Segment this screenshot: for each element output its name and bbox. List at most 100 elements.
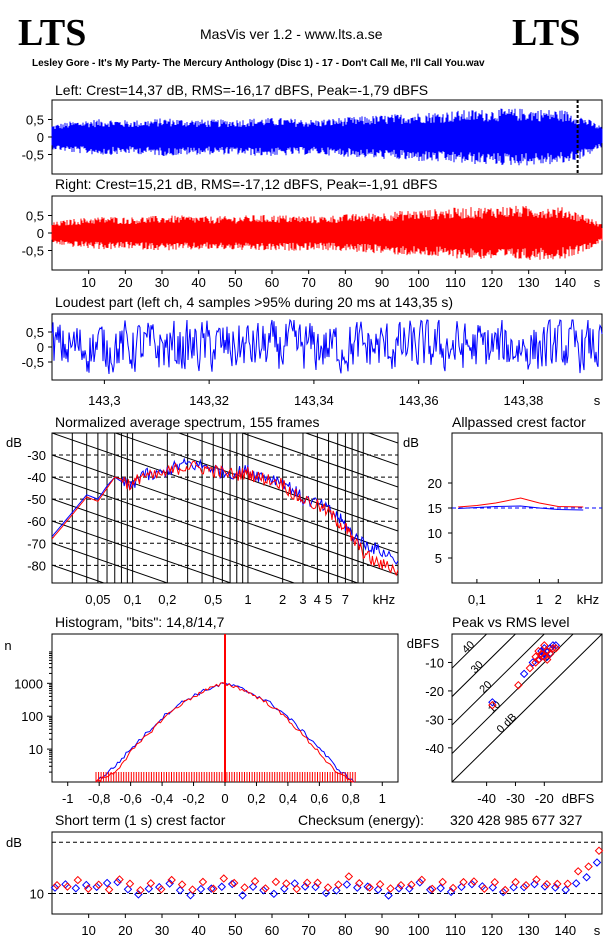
loudest-ytick-label: -0,5 — [22, 355, 44, 370]
short-crest-xtick-label: 80 — [338, 923, 352, 938]
spectrum-ytick-label: -50 — [27, 492, 46, 507]
spectrum-slope-line — [52, 191, 398, 311]
peak-rms-xtick-label: -30 — [506, 791, 525, 806]
time-xunit-label: s — [594, 275, 601, 290]
histogram-base-bars — [95, 772, 356, 782]
short-crest-point-right — [229, 878, 239, 888]
short-crest-point-right — [500, 885, 510, 895]
crest-ylabel: dB — [403, 435, 419, 450]
spectrum-slope-line — [52, 542, 169, 583]
short-crest-point-right — [386, 884, 395, 893]
spectrum-ytick-label: -40 — [27, 470, 46, 485]
right-waveform-ytick-label: -0,5 — [22, 244, 44, 259]
time-xtick-label: 140 — [554, 275, 576, 290]
spectrum-slope-line — [52, 498, 296, 583]
short-crest-ylabel: dB — [6, 835, 22, 850]
short-crest-xtick-label: 30 — [155, 923, 169, 938]
short-crest-point-left — [113, 877, 122, 887]
spectrum-xunit-label: kHz — [373, 592, 395, 607]
spectrum-xtick-label: 3 — [299, 592, 306, 607]
short-crest-xtick-label: 50 — [228, 923, 242, 938]
peak-rms-point-right — [488, 700, 497, 710]
short-crest-point-right — [261, 884, 270, 893]
loudest-ytick-label: 0 — [37, 340, 44, 355]
histogram-ylabel: n — [4, 638, 11, 653]
left-waveform-ytick-label: 0 — [37, 130, 44, 145]
peak-rms-point-right — [537, 649, 546, 659]
peak-rms-ytick-label: -20 — [425, 684, 444, 699]
short-crest-point-left — [457, 882, 466, 892]
time-xtick-label: 70 — [301, 275, 315, 290]
short-crest-point-right — [532, 875, 541, 884]
short-crest-point-right — [480, 884, 489, 893]
time-xtick-label: 60 — [265, 275, 279, 290]
short-crest-point-right — [334, 880, 343, 889]
crest-xtick-label: 1 — [536, 592, 543, 607]
short-crest-point-left — [551, 883, 560, 892]
short-crest-point-left — [561, 885, 570, 895]
histogram-xtick-label: -0,8 — [88, 791, 110, 806]
spectrum-xtick-label: 4 — [314, 592, 321, 607]
short-crest-point-right — [52, 880, 62, 890]
left-waveform-signal — [51, 108, 603, 166]
peak-rms-diagonal — [452, 634, 488, 669]
short-crest-point-left — [582, 873, 591, 882]
file-name: Lesley Gore - It's My Party- The Mercury… — [32, 58, 485, 69]
short-crest-xtick-label: 60 — [265, 923, 279, 938]
loudest-part-signal — [51, 318, 603, 375]
loudest-part-title: Loudest part (left ch, 4 samples >95% du… — [55, 294, 454, 310]
histogram-title: Histogram, "bits": 14,8/14,7 — [55, 614, 225, 630]
spectrum-xtick-label: 0,5 — [204, 592, 222, 607]
short-crest-point-right — [282, 879, 291, 888]
spectrum-slope-line — [52, 15, 398, 135]
short-crest-point-right — [219, 874, 229, 883]
crest-xtick-label: 0,1 — [468, 592, 486, 607]
short-crest-frame — [51, 831, 603, 915]
spectrum-frame — [51, 432, 399, 584]
peak-rms-diagonal-label: 40 — [460, 639, 477, 656]
spectrum-slope-line — [304, 433, 398, 466]
short-crest-xtick-label: 100 — [408, 923, 430, 938]
peak-rms-point-right — [525, 663, 535, 673]
left-waveform-ytick-label: -0,5 — [22, 148, 44, 163]
short-crest-point-right — [427, 884, 437, 894]
spectrum-ylabel: dB — [6, 435, 22, 450]
peak-rms-diagonal — [452, 634, 546, 726]
short-crest-point-right — [490, 877, 500, 887]
time-xtick-label: 80 — [338, 275, 352, 290]
short-crest-xtick-label: 20 — [118, 923, 132, 938]
peak-rms-diagonal-label: 20 — [477, 679, 494, 696]
peak-rms-diagonal-label: 30 — [469, 659, 486, 676]
right-waveform-title: Right: Crest=15,21 dB, RMS=-17,12 dBFS, … — [55, 176, 438, 192]
peak-rms-point-right — [514, 680, 523, 690]
short-crest-point-right — [375, 880, 385, 889]
short-crest-point-left — [238, 891, 247, 900]
spectrum-slope-line — [52, 520, 233, 583]
short-crest-xtick-label: 110 — [445, 923, 466, 938]
short-crest-point-left — [102, 878, 112, 888]
histogram-ytick-label: 100 — [21, 709, 43, 724]
time-xtick-label: 130 — [518, 275, 540, 290]
loudest-xtick-label: 143,34 — [294, 393, 334, 408]
short-crest-xtick-label: 140 — [554, 923, 576, 938]
short-crest-point-left — [571, 879, 581, 888]
short-crest-point-right — [240, 883, 249, 892]
peak-rms-point-right — [534, 655, 543, 664]
spectrum-slope-line — [52, 59, 398, 179]
crest-xtick-label: 2 — [555, 592, 562, 607]
peak-rms-ytick-label: -10 — [425, 655, 444, 670]
crest-ytick-label: 5 — [435, 551, 442, 566]
crest-title: Allpassed crest factor — [452, 414, 586, 430]
left-waveform-ytick-label: 0,5 — [26, 113, 44, 128]
spectrum-slope-line — [52, 454, 398, 576]
short-crest-point-left — [300, 882, 310, 891]
peak-rms-point-right — [534, 646, 543, 656]
peak-rms-xtick-label: -40 — [477, 791, 496, 806]
short-crest-point-right — [511, 877, 520, 887]
short-crest-point-right — [177, 880, 187, 889]
peak-rms-point-right — [551, 643, 561, 653]
short-crest-point-left — [592, 858, 602, 867]
short-crest-point-right — [313, 878, 322, 888]
histogram-xtick-label: 0,6 — [310, 791, 328, 806]
short-crest-point-left — [196, 884, 206, 894]
